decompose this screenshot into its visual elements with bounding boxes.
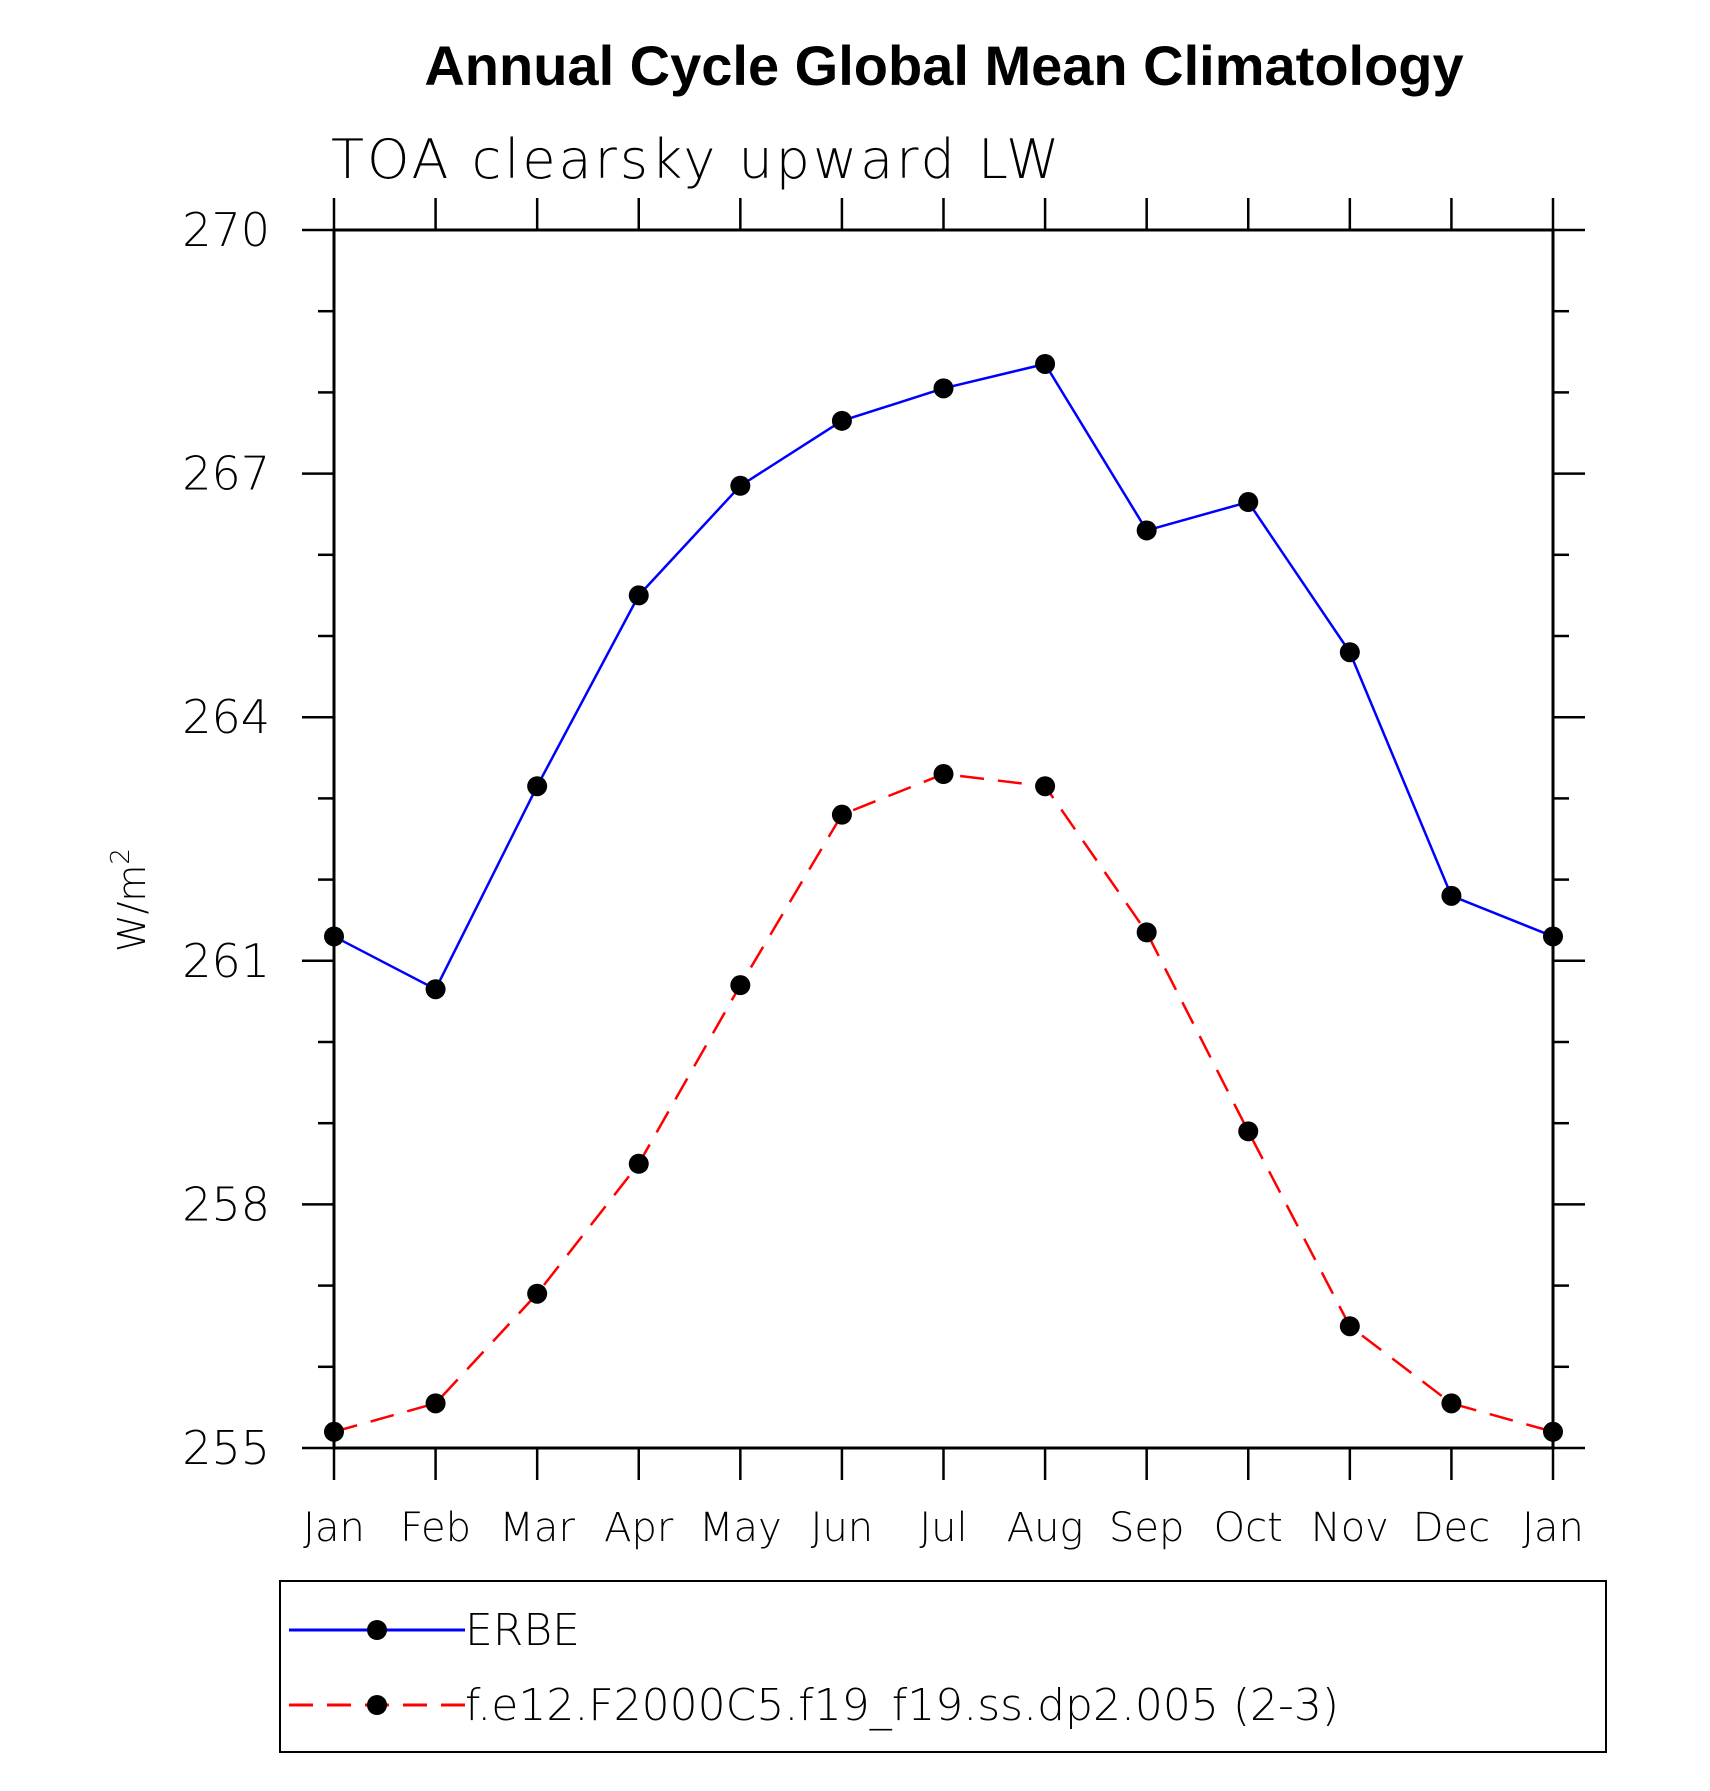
series-0-point <box>831 410 852 431</box>
y-axis-label-superscript: 2 <box>106 848 136 865</box>
series-0-point <box>527 776 548 797</box>
series-1-point <box>1441 1393 1462 1414</box>
series-line-1 <box>333 772 1554 1433</box>
y-tick-label: 261 <box>182 934 270 988</box>
series-1-point <box>1339 1316 1360 1337</box>
series-0-point <box>1441 885 1462 906</box>
legend-marker-erbe <box>367 1620 387 1640</box>
series-1-point <box>1238 1121 1259 1142</box>
series-0-point <box>933 378 954 399</box>
x-tick-label: Dec <box>1413 1505 1490 1551</box>
series-0-point <box>730 475 751 496</box>
legend-box <box>279 1580 1607 1753</box>
plot-axes <box>332 228 1555 1450</box>
series-1-point <box>628 1153 649 1174</box>
x-tick-label: Jan <box>1522 1505 1584 1551</box>
x-axis-ticks: Jan Feb Mar Apr May Jun Jul Aug Sep Oct Nov Dec Jan <box>303 198 1584 1551</box>
series-1-point <box>527 1283 548 1304</box>
x-tick-label: Apr <box>604 1505 674 1551</box>
chart-title: Annual Cycle Global Mean Climatology <box>424 34 1463 97</box>
series-1-point <box>831 804 852 825</box>
series-0-point <box>1035 353 1056 374</box>
series-1-point <box>1035 776 1056 797</box>
x-tick-label: Feb <box>400 1505 471 1551</box>
series-0-point <box>1136 520 1157 541</box>
y-axis-label-unit: W/m <box>110 865 154 952</box>
y-tick-label: 258 <box>182 1177 270 1231</box>
y-tick-label: 267 <box>182 447 270 501</box>
legend: ERBE f.e12.F2000C5.f19_f19.ss.dp2.005 (2… <box>279 1580 1607 1753</box>
x-tick-label: Nov <box>1311 1505 1389 1551</box>
series-group <box>324 353 1563 1442</box>
x-tick-label: May <box>699 1505 782 1551</box>
y-tick-label: 255 <box>182 1421 270 1475</box>
series-1-point <box>324 1421 344 1442</box>
series-0-point <box>1339 642 1360 663</box>
series-1-point <box>1543 1421 1563 1442</box>
series-0-point <box>1543 926 1563 947</box>
x-tick-label: Jul <box>919 1505 967 1551</box>
y-tick-label: 270 <box>182 203 270 257</box>
series-1-point <box>1136 922 1157 943</box>
series-0-point <box>324 926 344 947</box>
x-tick-label: Mar <box>499 1505 575 1551</box>
legend-label-erbe: ERBE <box>465 1605 580 1656</box>
y-tick-label: 264 <box>182 690 270 744</box>
x-tick-label: Aug <box>1007 1505 1084 1551</box>
series-line-0 <box>333 362 1554 991</box>
series-0-point <box>1238 492 1259 513</box>
x-tick-label: Jan <box>303 1505 365 1551</box>
legend-marker-model <box>367 1695 387 1715</box>
x-tick-label: Jun <box>811 1505 874 1551</box>
series-1-point <box>425 1393 446 1414</box>
series-0-point <box>425 979 446 1000</box>
series-1-point <box>730 975 751 996</box>
x-tick-label: Sep <box>1109 1505 1184 1551</box>
chart-subtitle: TOA clearsky upward LW <box>331 128 1062 191</box>
series-0-point <box>628 585 649 606</box>
plot-frame <box>332 228 1555 1450</box>
y-axis-label: W/m2 <box>106 848 154 952</box>
x-tick-label: Oct <box>1214 1505 1283 1551</box>
legend-label-model: f.e12.F2000C5.f19_f19.ss.dp2.005 (2-3) <box>465 1680 1339 1731</box>
series-1-point <box>933 764 954 785</box>
y-axis-ticks: 255 258 261 264 267 270 <box>182 203 1585 1475</box>
